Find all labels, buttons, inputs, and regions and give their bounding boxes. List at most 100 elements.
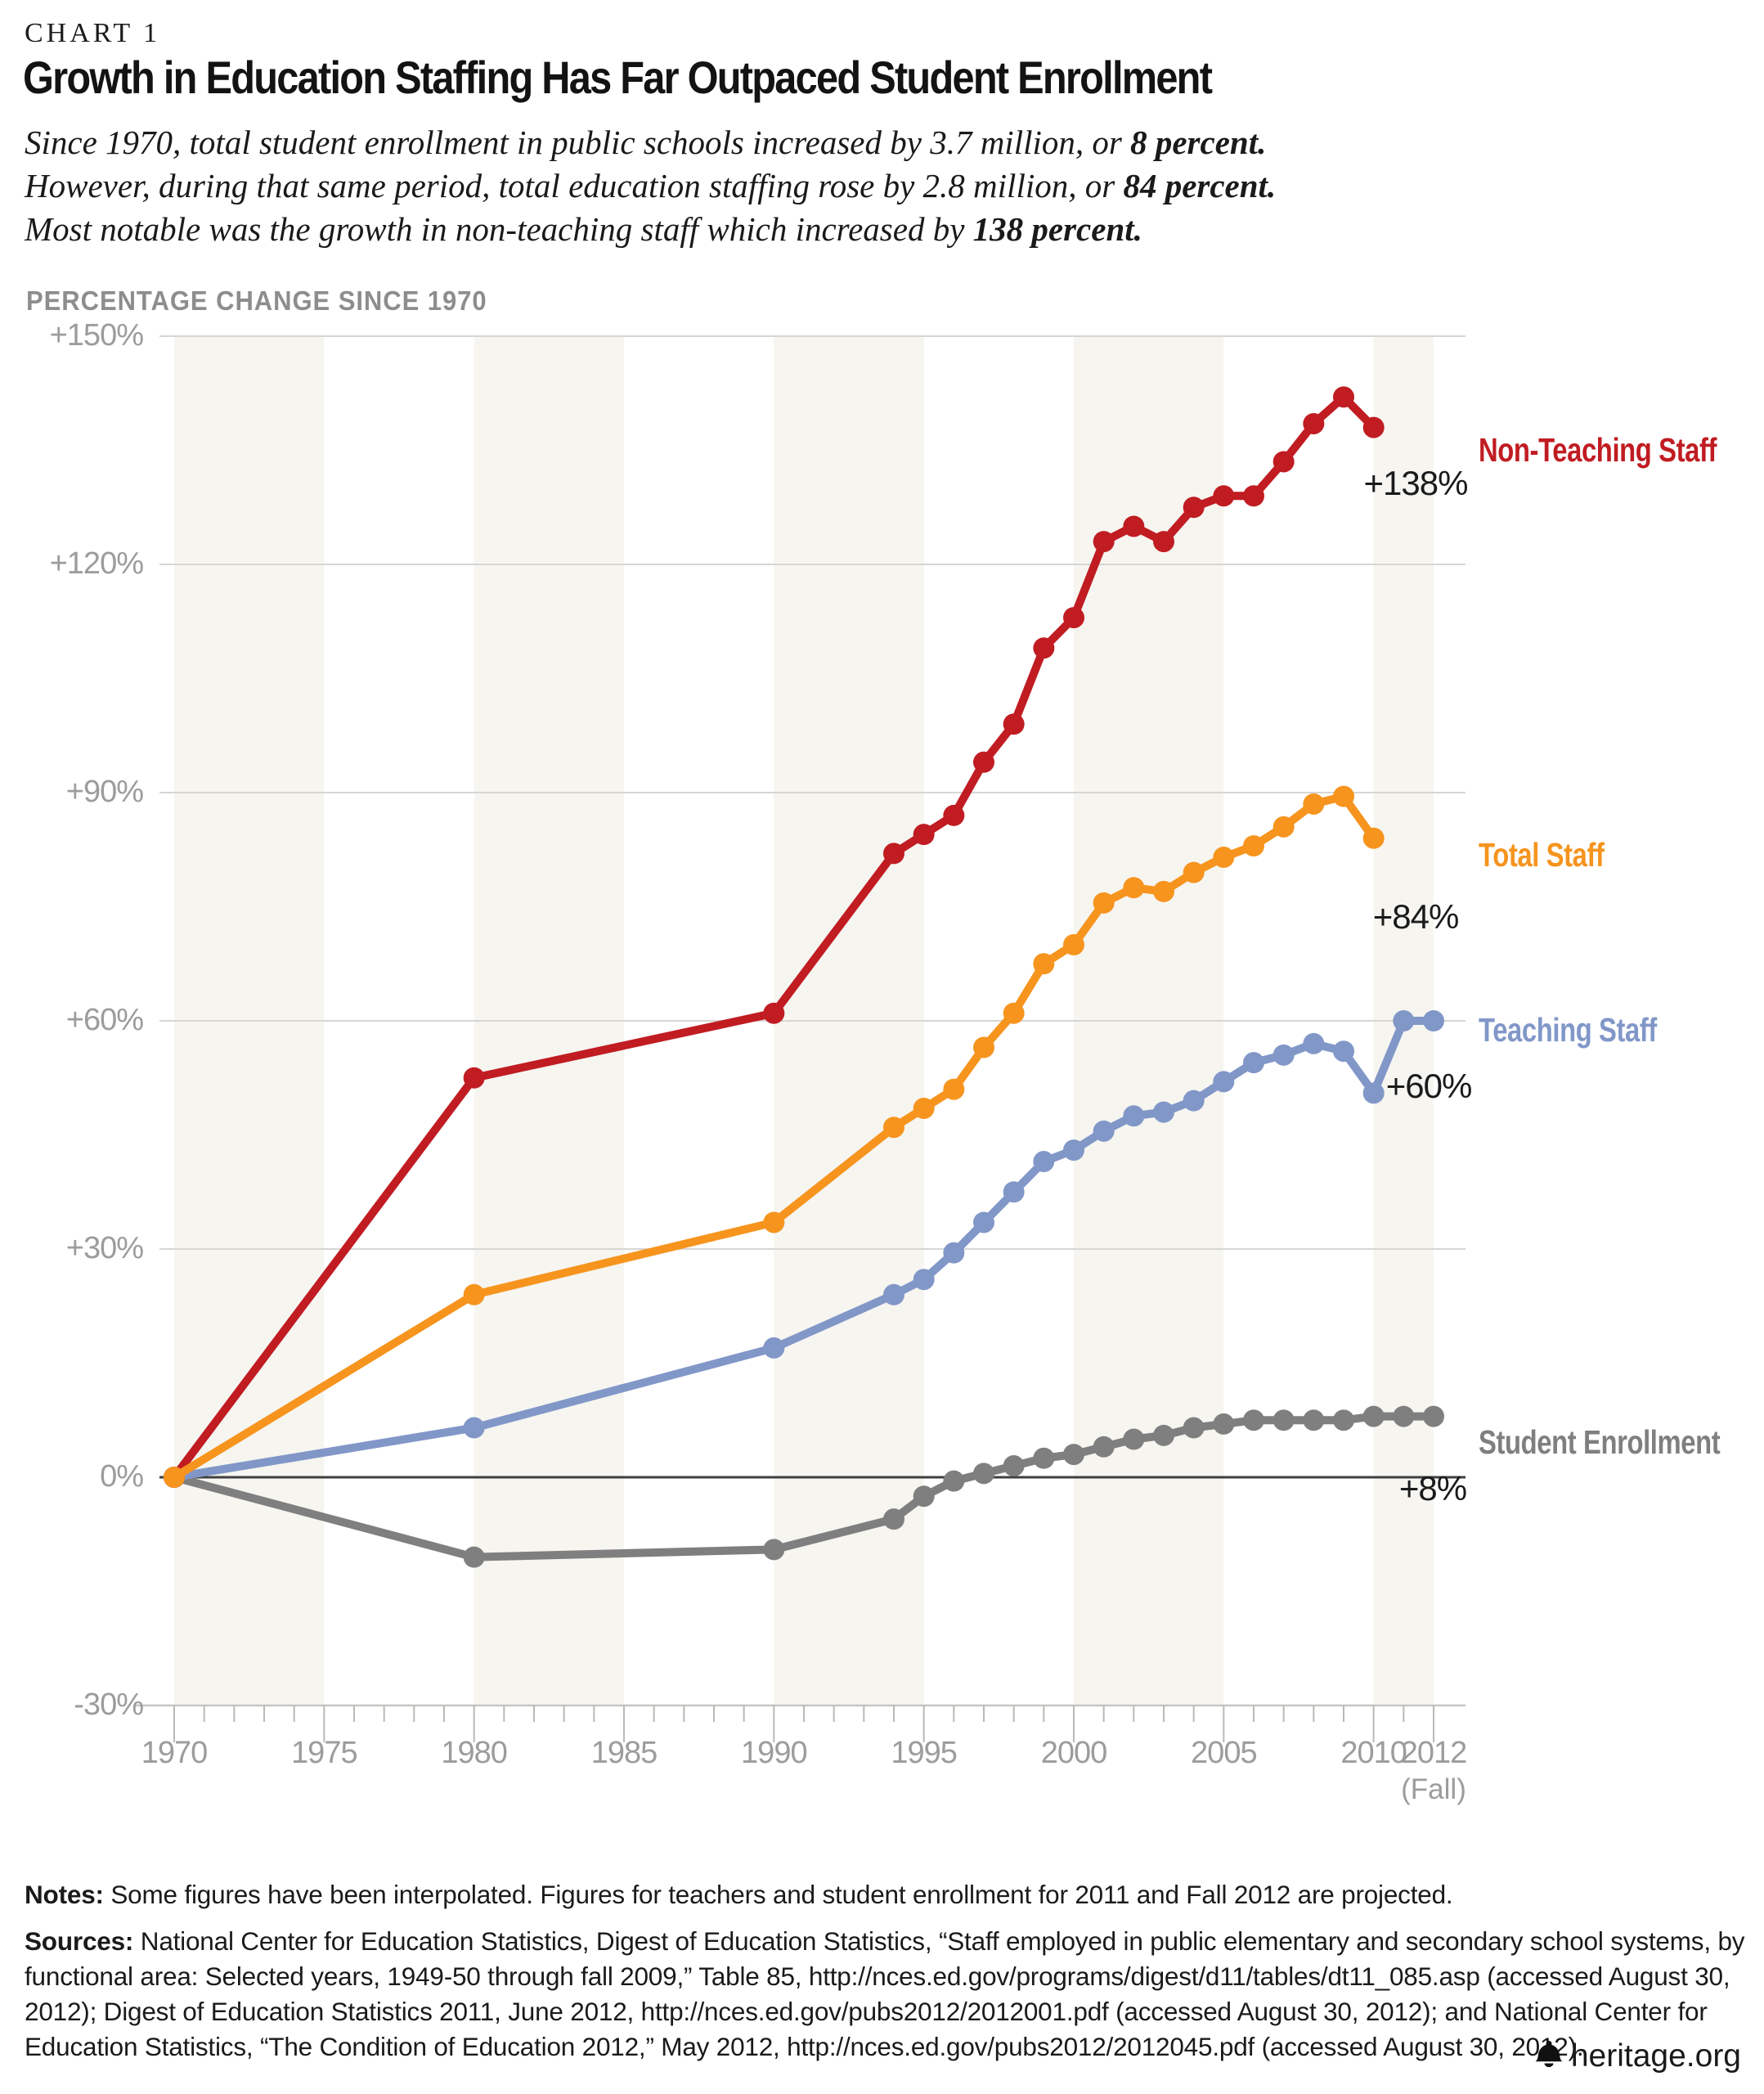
series-dot-non_teaching-1990 — [763, 1002, 785, 1024]
series-dot-teaching-2008 — [1303, 1032, 1325, 1054]
series-dot-non_teaching-2010 — [1362, 416, 1385, 438]
series-dot-enrollment-1994 — [883, 1508, 905, 1530]
series-dot-total-1998 — [1003, 1002, 1025, 1024]
series-dot-total-2000 — [1063, 934, 1085, 955]
series-dot-enrollment-2004 — [1183, 1417, 1205, 1439]
series-dot-total-1994 — [883, 1117, 905, 1139]
series-dot-teaching-1995 — [913, 1269, 935, 1291]
notes: Notes: Some figures have been interpolat… — [25, 1877, 1760, 1912]
chart-subtitle: Since 1970, total student enrollment in … — [25, 121, 1276, 251]
series-dot-non_teaching-1998 — [1003, 713, 1025, 735]
series-dot-non_teaching-2005 — [1213, 485, 1235, 507]
subtitle-emphasis: 84 percent. — [1123, 167, 1277, 204]
x-tick-label-2000: 2000 — [1040, 1736, 1108, 1770]
y-tick-label-120: +120% — [49, 546, 144, 581]
series-dot-enrollment-2006 — [1243, 1409, 1265, 1431]
series-dot-non_teaching-2003 — [1153, 531, 1175, 553]
series-dot-total-2008 — [1303, 793, 1325, 815]
series-dot-teaching-2000 — [1063, 1139, 1085, 1162]
subtitle-text: Since 1970, total student enrollment in … — [25, 124, 1131, 161]
series-dot-total-2005 — [1213, 847, 1235, 869]
series-dot-teaching-1994 — [883, 1283, 905, 1305]
series-dot-total-1999 — [1033, 953, 1055, 975]
series-dot-total-2010 — [1362, 827, 1385, 849]
series-dot-total-2006 — [1243, 835, 1265, 857]
series-dot-teaching-1996 — [943, 1242, 965, 1264]
series-dot-teaching-2009 — [1333, 1040, 1355, 1063]
x-tick-label-2010: 2010 — [1340, 1736, 1407, 1770]
series-dot-total-2007 — [1273, 816, 1295, 838]
series-dot-teaching-2006 — [1243, 1052, 1265, 1074]
series-dot-non_teaching-2009 — [1333, 386, 1355, 408]
x-tick-label-1975: 1975 — [291, 1736, 358, 1770]
series-dot-teaching-1999 — [1033, 1151, 1055, 1173]
page-title: Growth in Education Staffing Has Far Out… — [23, 52, 1213, 103]
x-tick-label-1995: 1995 — [891, 1736, 958, 1770]
notes-label: Notes: — [25, 1880, 104, 1909]
subtitle-text: Most notable was the growth in non-teach… — [25, 210, 973, 248]
series-dot-enrollment-2002 — [1123, 1428, 1145, 1450]
x-tick-label-2005: 2005 — [1191, 1736, 1258, 1770]
series-dot-enrollment-1998 — [1003, 1455, 1025, 1477]
series-label-teaching: Teaching Staff — [1479, 1011, 1657, 1049]
series-dot-enrollment-1996 — [943, 1470, 965, 1492]
series-dot-teaching-2004 — [1183, 1090, 1205, 1112]
subtitle-emphasis: 138 percent. — [972, 210, 1142, 248]
series-dot-total-2003 — [1153, 880, 1175, 902]
x-tick-sublabel-2012: (Fall) — [1401, 1773, 1466, 1805]
x-tick-label-1990: 1990 — [741, 1736, 808, 1770]
series-dot-teaching-2003 — [1153, 1101, 1175, 1123]
series-dot-non_teaching-1997 — [973, 751, 995, 773]
series-dot-teaching-1980 — [463, 1417, 485, 1439]
heritage-bell-icon — [1535, 2041, 1563, 2068]
y-tick-label-90: +90% — [65, 775, 144, 809]
subtitle-emphasis: 8 percent. — [1130, 124, 1267, 161]
x-tick-label-2012: 2012 — [1400, 1736, 1468, 1770]
series-dot-enrollment-2012 — [1423, 1405, 1445, 1427]
series-annotation-non_teaching: +138% — [1363, 464, 1469, 502]
series-dot-enrollment-2007 — [1273, 1409, 1295, 1431]
series-dot-teaching-2007 — [1273, 1044, 1295, 1066]
sources-label: Sources: — [25, 1926, 134, 1956]
series-dot-total-2009 — [1333, 785, 1355, 807]
footer-brand: heritage.org — [1570, 2038, 1741, 2074]
notes-text: Some figures have been interpolated. Fig… — [110, 1880, 1453, 1909]
series-label-total: Total Staff — [1479, 836, 1605, 874]
series-dot-teaching-2005 — [1213, 1071, 1235, 1093]
subtitle-line-2: However, during that same period, total … — [25, 164, 1276, 208]
series-dot-total-1970 — [164, 1467, 185, 1488]
series-dot-non_teaching-2008 — [1303, 412, 1325, 434]
series-dot-teaching-2011 — [1393, 1010, 1415, 1031]
series-dot-enrollment-2005 — [1213, 1413, 1235, 1435]
x-tick-label-1980: 1980 — [441, 1736, 508, 1770]
series-dot-enrollment-2010 — [1362, 1405, 1385, 1427]
series-dot-teaching-1990 — [763, 1337, 785, 1359]
series-dot-non_teaching-2004 — [1183, 497, 1205, 519]
series-dot-total-1990 — [763, 1211, 785, 1233]
series-dot-teaching-1997 — [973, 1211, 995, 1233]
y-tick-label-30: +30% — [65, 1231, 144, 1265]
sources-text: National Center for Education Statistics… — [25, 1926, 1745, 2061]
series-dot-total-2002 — [1123, 877, 1145, 899]
series-dot-enrollment-1995 — [913, 1485, 935, 1508]
series-dot-teaching-2012 — [1423, 1010, 1445, 1031]
y-tick-label-0: 0% — [100, 1459, 144, 1494]
series-dot-non_teaching-1980 — [463, 1067, 485, 1089]
series-dot-teaching-2002 — [1123, 1105, 1145, 1127]
series-dot-total-1995 — [913, 1097, 935, 1119]
series-dot-total-2001 — [1093, 892, 1115, 914]
series-dot-enrollment-1999 — [1033, 1447, 1055, 1469]
y-tick-label-150: +150% — [49, 318, 144, 353]
series-dot-non_teaching-1996 — [943, 804, 965, 826]
series-dot-enrollment-2008 — [1303, 1409, 1325, 1431]
series-label-enrollment: Student Enrollment — [1479, 1423, 1721, 1461]
y-tick-label--30: -30% — [74, 1687, 144, 1722]
y-tick-label-60: +60% — [65, 1003, 144, 1037]
subtitle-text: However, during that same period, total … — [25, 167, 1124, 204]
series-dot-non_teaching-2006 — [1243, 485, 1265, 507]
series-dot-enrollment-1980 — [463, 1546, 485, 1568]
subtitle-line-1: Since 1970, total student enrollment in … — [25, 121, 1276, 164]
series-dot-non_teaching-1995 — [913, 824, 935, 846]
